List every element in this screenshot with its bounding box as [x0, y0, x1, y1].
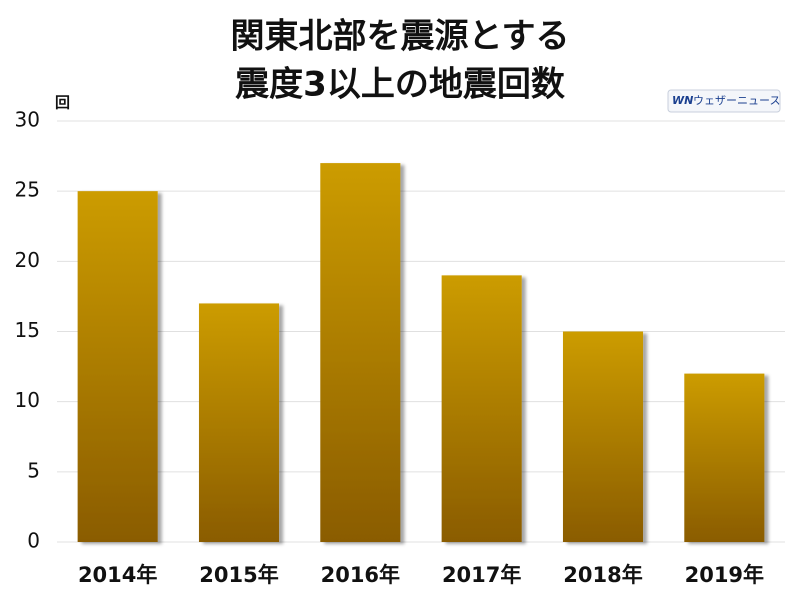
y-tick-label: 5 — [27, 458, 40, 482]
y-tick-label: 30 — [15, 108, 40, 132]
chart-title: 関東北部を震源とする — [231, 17, 570, 57]
x-tick-label: 2019年 — [685, 563, 764, 587]
y-tick-label: 0 — [27, 529, 40, 553]
x-tick-label: 2016年 — [321, 563, 400, 587]
bar — [684, 373, 765, 542]
x-tick-label: 2018年 — [563, 563, 642, 587]
logo: WN ウェザーニュース — [667, 89, 781, 113]
x-tick-label: 2015年 — [199, 563, 278, 587]
bar — [562, 331, 644, 542]
y-unit: 回 — [55, 94, 70, 112]
logo-mark: WN — [672, 94, 693, 107]
logo-text: ウェザーニュース — [693, 94, 780, 107]
y-tick-label: 10 — [15, 388, 40, 412]
x-tick-label: 2014年 — [78, 563, 157, 587]
bar — [441, 275, 522, 542]
chart-title: 震度3以上の地震回数 — [235, 65, 565, 105]
bar — [77, 191, 158, 542]
bar — [320, 163, 401, 542]
y-tick-label: 15 — [15, 318, 40, 342]
logo-box — [667, 89, 781, 113]
y-tick-label: 20 — [15, 248, 40, 272]
bar — [198, 303, 280, 542]
y-tick-label: 25 — [15, 178, 40, 202]
x-tick-label: 2017年 — [442, 563, 521, 587]
